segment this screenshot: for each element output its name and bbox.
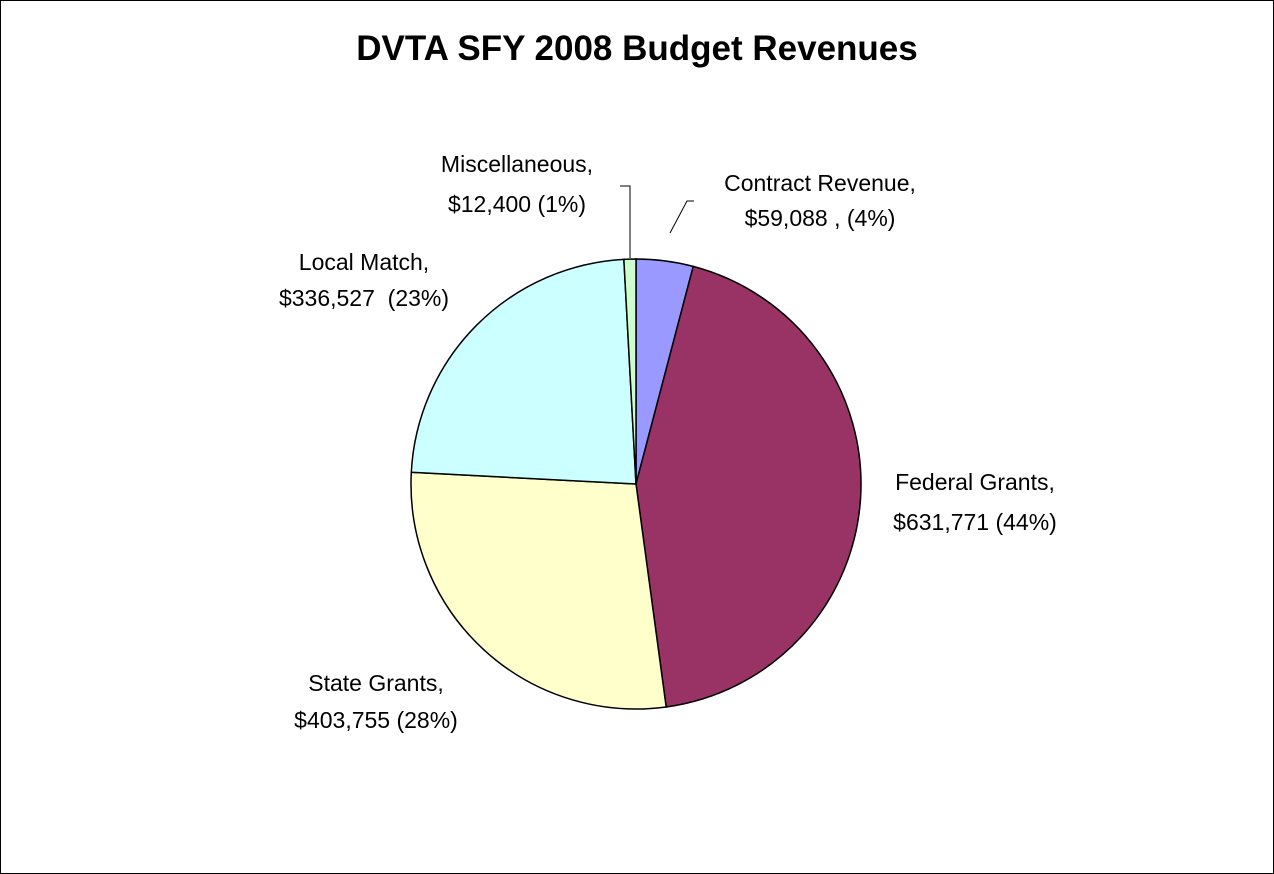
leader-line-contract-revenue bbox=[669, 200, 694, 234]
slice-labels: Contract Revenue, $59,088 , (4%) Federal G… bbox=[279, 151, 1057, 733]
slice-label-name: Contract Revenue, bbox=[724, 170, 916, 196]
slice-label-miscellaneous: Miscellaneous, $12,400 (1%) bbox=[441, 151, 593, 217]
pie-slice-federal-grants bbox=[635, 265, 862, 708]
pie-slices bbox=[410, 258, 862, 710]
slice-label-value: $403,755 (28%) bbox=[294, 707, 458, 733]
chart-title: DVTA SFY 2008 Budget Revenues bbox=[356, 29, 918, 68]
slice-label-federal-grants: Federal Grants, $631,771 (44%) bbox=[893, 469, 1057, 535]
pie-slice-state-grants bbox=[410, 471, 668, 710]
slice-label-value: $12,400 (1%) bbox=[448, 191, 586, 217]
slice-label-contract-revenue: Contract Revenue, $59,088 , (4%) bbox=[724, 170, 916, 231]
leader-line-miscellaneous bbox=[620, 185, 631, 258]
slice-label-value: $336,527 (23%) bbox=[279, 285, 449, 311]
slice-label-value: $631,771 (44%) bbox=[893, 509, 1057, 535]
slice-label-name: Federal Grants, bbox=[895, 469, 1055, 495]
slice-label-name: Miscellaneous, bbox=[441, 151, 593, 177]
pie-slice-local-match bbox=[410, 258, 637, 485]
slice-label-value: $59,088 , (4%) bbox=[745, 205, 896, 231]
slice-label-local-match: Local Match, $336,527 (23%) bbox=[279, 249, 449, 311]
slice-label-name: Local Match, bbox=[299, 249, 429, 275]
slice-label-state-grants: State Grants, $403,755 (28%) bbox=[294, 670, 458, 733]
slice-label-name: State Grants, bbox=[308, 670, 444, 696]
pie-slice-miscellaneous bbox=[623, 258, 637, 485]
leader-lines bbox=[620, 185, 694, 258]
